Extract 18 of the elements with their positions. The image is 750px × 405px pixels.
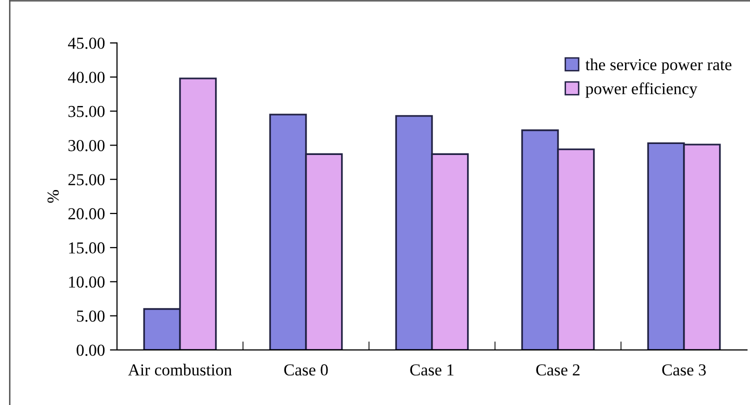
x-tick-label: Case 0: [284, 364, 328, 376]
y-tick-label: 30.00: [68, 140, 105, 152]
y-tick-label: 5.00: [76, 310, 105, 322]
y-tick-label: 20.00: [68, 208, 105, 220]
x-tick-label: Case 1: [410, 364, 454, 376]
y-tick-label: 45.00: [68, 38, 105, 49]
y-axis-title: %: [48, 190, 59, 203]
legend-label: the service power rate: [585, 58, 732, 74]
y-tick-label: 0.00: [76, 344, 105, 356]
legend-label: power efficiency: [586, 82, 698, 98]
y-tick-label: 40.00: [68, 72, 105, 84]
x-tick-label: Case 2: [536, 364, 580, 376]
x-tick-label: Air combustion: [128, 364, 232, 376]
x-tick-label: Case 3: [662, 364, 706, 376]
y-tick-label: 35.00: [68, 106, 105, 118]
y-tick-label: 15.00: [69, 242, 105, 254]
y-tick-label: 25.00: [68, 174, 105, 186]
y-tick-label: 10.00: [69, 276, 105, 288]
